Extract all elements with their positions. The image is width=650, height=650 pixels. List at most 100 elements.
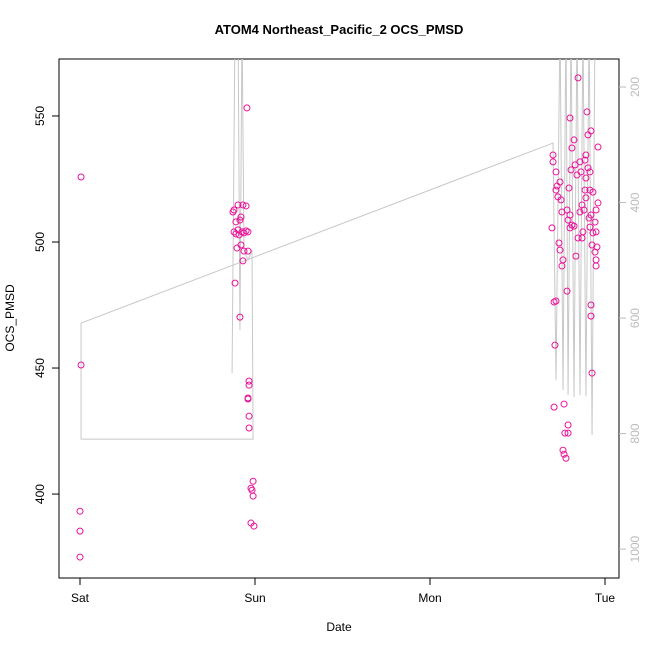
- point: [571, 161, 579, 169]
- point: [229, 208, 237, 216]
- point: [243, 104, 251, 112]
- point: [583, 108, 591, 116]
- point: [244, 228, 252, 236]
- point: [576, 208, 584, 216]
- point: [563, 206, 571, 214]
- point: [591, 248, 599, 256]
- point: [245, 424, 253, 432]
- point: [594, 199, 602, 207]
- point: [587, 312, 595, 320]
- point: [557, 196, 565, 204]
- point: [570, 222, 578, 230]
- point: [586, 223, 594, 231]
- point: [567, 166, 575, 174]
- point: [553, 182, 561, 190]
- point: [582, 174, 590, 182]
- point: [578, 234, 586, 242]
- y-tick-label: 550: [33, 106, 47, 126]
- point: [592, 206, 600, 214]
- point: [245, 412, 253, 420]
- point: [232, 218, 240, 226]
- point: [551, 341, 559, 349]
- point: [556, 178, 564, 186]
- point: [566, 224, 574, 232]
- point: [580, 206, 588, 214]
- point: [236, 313, 244, 321]
- point: [572, 252, 580, 260]
- x-axis-label: Date: [326, 620, 352, 634]
- point: [236, 216, 244, 224]
- point: [582, 151, 590, 159]
- point: [559, 256, 567, 264]
- point: [587, 301, 595, 309]
- point: [559, 446, 567, 454]
- point: [589, 229, 597, 237]
- point: [240, 247, 248, 255]
- point: [573, 171, 581, 179]
- y-axis-label: OCS_PMSD: [3, 284, 17, 352]
- point: [568, 144, 576, 152]
- point: [232, 230, 240, 238]
- y2-tick-label: 800: [628, 423, 642, 443]
- point: [581, 186, 589, 194]
- point: [587, 211, 595, 219]
- point: [237, 241, 245, 249]
- line: [80, 59, 596, 440]
- point: [564, 429, 572, 437]
- point: [231, 279, 239, 287]
- point: [250, 522, 258, 530]
- point: [560, 400, 568, 408]
- point: [589, 188, 597, 196]
- point: [549, 151, 557, 159]
- x-tick-label: Sun: [244, 591, 265, 605]
- point: [577, 168, 585, 176]
- point: [550, 403, 558, 411]
- point: [570, 136, 578, 144]
- point: [565, 184, 573, 192]
- point: [562, 454, 570, 462]
- point: [561, 429, 569, 437]
- point: [588, 369, 596, 377]
- point: [594, 143, 602, 151]
- point: [564, 216, 572, 224]
- plot-area: [76, 59, 602, 561]
- point: [582, 194, 590, 202]
- point: [234, 226, 242, 234]
- point: [240, 229, 248, 237]
- point: [581, 156, 589, 164]
- point: [566, 114, 574, 122]
- point: [237, 213, 245, 221]
- point: [239, 257, 247, 265]
- point: [77, 361, 85, 369]
- y2-tick-label: 1000: [628, 535, 642, 562]
- point: [234, 201, 242, 209]
- point: [555, 239, 563, 247]
- point: [244, 395, 252, 403]
- point: [244, 247, 252, 255]
- point: [76, 527, 84, 535]
- point: [552, 186, 560, 194]
- y2-tick-label: 600: [628, 308, 642, 328]
- point: [230, 228, 238, 236]
- y2-tick-label: 400: [628, 192, 642, 212]
- point: [564, 421, 572, 429]
- point: [560, 450, 568, 458]
- y-tick-label: 500: [33, 232, 47, 252]
- x-tick-label: Mon: [418, 591, 441, 605]
- chart-title: ATOM4 Northeast_Pacific_2 OCS_PMSD: [215, 22, 464, 37]
- point: [584, 164, 592, 172]
- x-tick-label: Sat: [71, 591, 90, 605]
- point: [574, 74, 582, 82]
- point: [549, 158, 557, 166]
- y2-tick-label: 200: [628, 77, 642, 97]
- point: [76, 507, 84, 515]
- point: [592, 256, 600, 264]
- point: [587, 127, 595, 135]
- point: [552, 168, 560, 176]
- point: [574, 234, 582, 242]
- point: [245, 377, 253, 385]
- point: [592, 228, 600, 236]
- point: [245, 381, 253, 389]
- point: [76, 553, 84, 561]
